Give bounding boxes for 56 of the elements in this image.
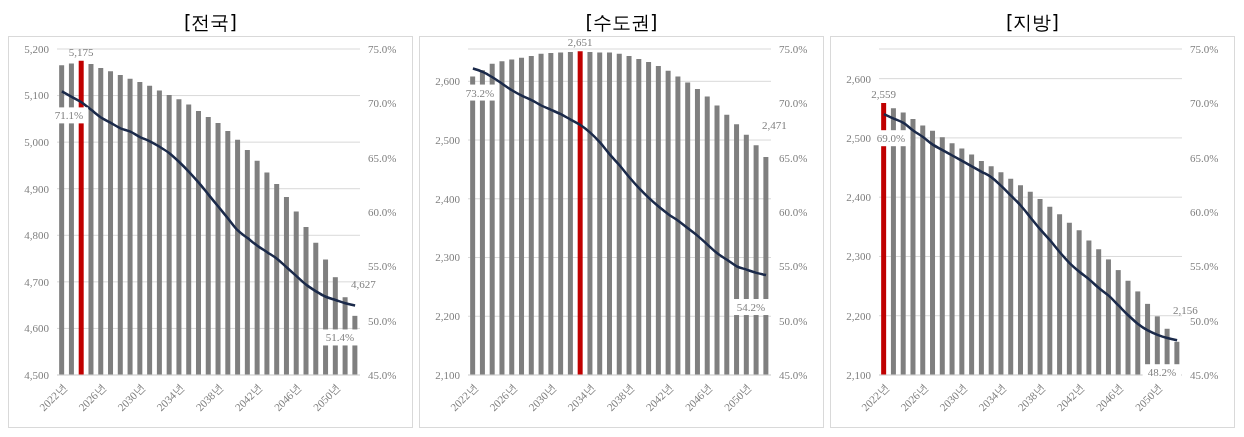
y2-tick-label: 60.0% [1190,205,1219,218]
data-label: 51.4% [325,331,355,344]
y-tick-label: 2,400 [846,191,872,204]
y-tick-label: 5,100 [24,89,50,102]
y2-tick-label: 65.0% [1190,151,1219,164]
y2-tick-label: 75.0% [1190,42,1219,55]
data-label: 69.0% [876,132,906,145]
chart-title: [지방] [1005,10,1060,35]
y2-tick-label: 45.0% [1190,368,1219,381]
y2-tick-label: 75.0% [779,42,808,55]
data-label: 73.2% [465,86,495,99]
y-tick-label: 2,100 [846,368,872,381]
y-tick-label: 2,500 [435,133,461,146]
y-tick-label: 2,600 [846,72,872,85]
y2-tick-label: 60.0% [779,205,808,218]
y-tick-label: 2,300 [846,250,872,263]
y2-tick-label: 70.0% [1190,97,1219,110]
y2-tick-label: 55.0% [1190,260,1219,273]
y2-tick-label: 50.0% [1190,314,1219,327]
data-label: 54.2% [736,301,766,314]
y-tick-label: 2,100 [435,368,461,381]
y-tick-label: 2,400 [435,192,461,205]
y2-tick-label: 45.0% [779,368,808,381]
y2-tick-label: 65.0% [779,151,808,164]
data-label: 2,559 [871,87,897,100]
data-label: 48.2% [1147,366,1177,379]
data-label: 2,651 [567,36,593,49]
y-tick-label: 4,800 [24,229,50,242]
y2-tick-label: 55.0% [368,260,397,273]
y-tick-label: 4,900 [24,182,50,195]
y-tick-label: 2,600 [435,75,461,88]
y2-tick-label: 70.0% [779,97,808,110]
y2-tick-label: 70.0% [368,97,397,110]
data-label: 2,471 [761,119,787,132]
y2-tick-label: 65.0% [368,151,397,164]
chart-title: [전국] [183,10,238,35]
data-label: 2,156 [1172,303,1199,316]
y2-tick-label: 50.0% [368,314,397,327]
y-tick-label: 2,300 [435,251,461,264]
y-tick-label: 2,500 [846,131,872,144]
chart-title: [수도권] [584,10,659,35]
y-tick-label: 2,200 [846,309,872,322]
data-label: 5,175 [68,45,95,58]
y-tick-label: 4,500 [24,368,50,381]
y-tick-label: 2,200 [435,310,461,323]
y2-tick-label: 50.0% [779,314,808,327]
y-tick-label: 5,200 [24,42,50,55]
y2-tick-label: 55.0% [779,260,808,273]
data-label: 71.1% [54,109,84,122]
y-tick-label: 4,600 [24,322,50,335]
y2-tick-label: 45.0% [368,368,397,381]
y2-tick-label: 75.0% [368,42,397,55]
data-label: 4,627 [350,277,377,290]
y-tick-label: 5,000 [24,136,50,149]
y-tick-label: 4,700 [24,275,50,288]
y2-tick-label: 60.0% [368,205,397,218]
